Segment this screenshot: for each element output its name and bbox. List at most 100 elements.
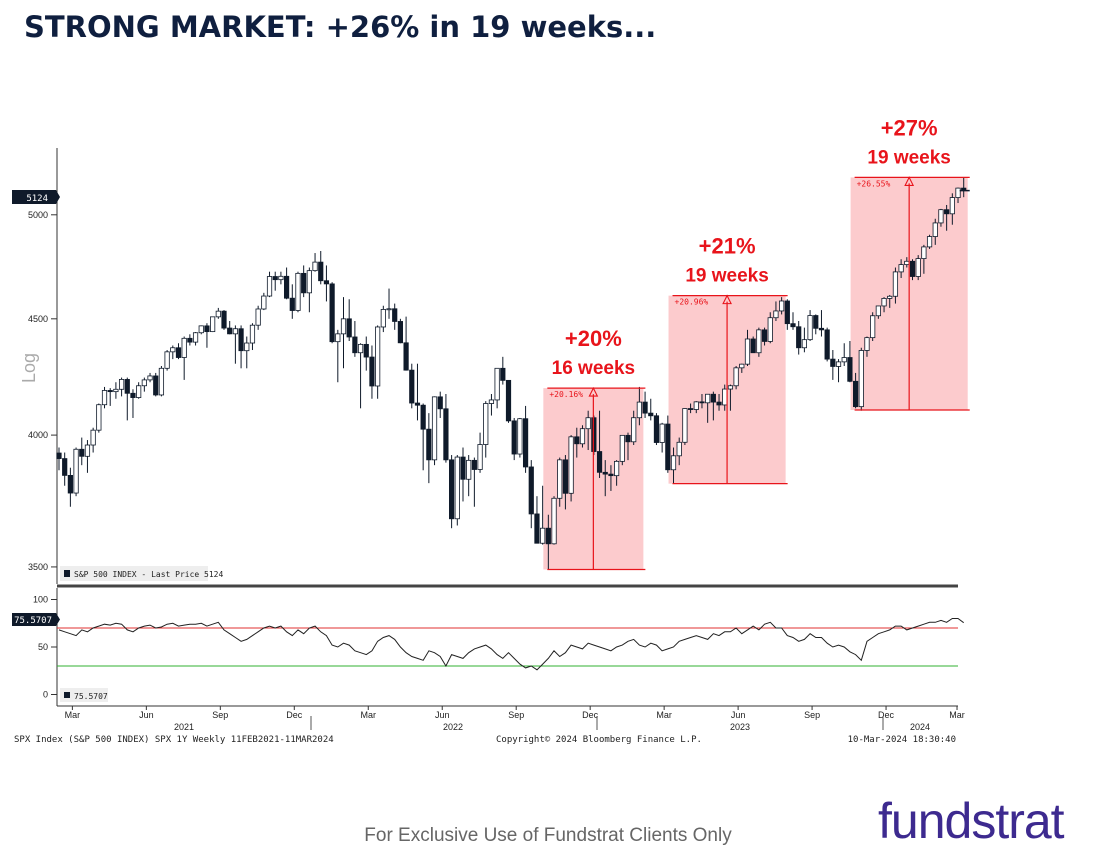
x-year-label: 2024	[910, 722, 930, 732]
candle-up	[540, 527, 546, 544]
candle-up	[705, 393, 711, 404]
candle-down	[830, 358, 836, 367]
headline: STRONG MARKET: +26% in 19 weeks...	[24, 10, 657, 44]
candle-up	[744, 338, 751, 365]
candle-up	[454, 456, 460, 520]
gain-weeks-label: 19 weeks	[685, 266, 768, 287]
candle-down	[602, 471, 608, 475]
gain-arrow-head	[722, 294, 732, 305]
candle-up	[921, 246, 927, 260]
candle-down	[853, 380, 859, 408]
price-y-tick-label: 5000	[28, 210, 48, 220]
candle-up	[636, 401, 642, 419]
x-month-label: Mar	[656, 710, 672, 720]
candle-up	[101, 390, 108, 406]
candle-up	[375, 326, 381, 387]
candle-down	[648, 412, 654, 417]
candle-up	[904, 260, 910, 266]
candle-down	[369, 356, 375, 387]
candle-down	[318, 261, 324, 282]
rsi-line	[58, 618, 964, 671]
x-month-label: Dec	[286, 710, 303, 720]
price-y-tick-label: 3500	[28, 562, 48, 572]
rsi-y-tick-label: 50	[38, 642, 48, 652]
x-month-label: Jun	[139, 710, 154, 720]
candle-up	[938, 209, 944, 224]
svg-text:75.5707: 75.5707	[14, 616, 52, 626]
candle-up	[864, 337, 870, 351]
candle-down	[79, 448, 85, 457]
price-y-ticks: 3500 4000 4500 5000	[28, 210, 57, 572]
candle-up	[164, 351, 170, 369]
candle-up	[255, 308, 261, 326]
candle-down	[784, 300, 790, 325]
candle-up	[585, 417, 591, 430]
candle-up	[568, 436, 574, 494]
candle-down	[824, 329, 830, 360]
rsi-legend-swatch	[64, 692, 70, 698]
candle-down	[813, 315, 819, 329]
candle-up	[181, 337, 187, 358]
candle-up	[693, 401, 699, 410]
gain-pct-label: +20%	[565, 326, 622, 351]
x-month-label: Mar	[65, 710, 81, 720]
x-year-label: 2021	[174, 722, 194, 732]
candle-up	[767, 317, 773, 342]
svg-text:5124: 5124	[26, 194, 48, 204]
candle-up	[670, 455, 677, 471]
candle-down	[420, 404, 426, 430]
candle-up	[551, 497, 557, 545]
candle-up	[306, 270, 312, 294]
candle-up	[801, 339, 807, 349]
x-year-label: 2022	[443, 722, 463, 732]
candle-up	[249, 324, 256, 344]
candle-up	[386, 308, 392, 311]
candle-down	[323, 280, 330, 285]
candle-up	[357, 343, 364, 354]
x-axis-labels: Mar Jun Sep Dec Mar Jun Sep Dec Mar Jun Sep Dec Mar 2…	[65, 706, 965, 732]
gain-inner-label: +20.96%	[675, 298, 709, 307]
candle-down	[392, 308, 398, 322]
rsi-y-tick-label: 100	[33, 595, 48, 605]
candle-up	[676, 441, 682, 457]
candle-down	[665, 423, 671, 471]
candle-up	[631, 417, 637, 443]
rsi-last-tag: 75.5707	[12, 613, 60, 626]
candle-up	[881, 298, 887, 307]
rsi-legend-text: 75.5707	[74, 692, 108, 701]
candle-down	[642, 401, 648, 414]
candle-down	[67, 475, 73, 494]
candle-up	[887, 295, 893, 299]
candle-up	[215, 310, 221, 318]
candle-up	[113, 388, 119, 393]
candle-up	[858, 350, 864, 408]
candle-down	[534, 513, 540, 544]
candle-up	[557, 459, 563, 499]
candle-up	[739, 363, 745, 369]
candle-down	[56, 452, 62, 459]
candle-up	[932, 222, 938, 237]
rsi-legend: 75.5707	[60, 688, 108, 702]
x-month-label: Dec	[878, 710, 895, 720]
candle-down	[716, 401, 722, 406]
footer-source: SPX Index (S&P 500 INDEX) SPX 1Y Weekly …	[14, 735, 334, 745]
candle-down	[227, 327, 233, 335]
candle-up	[340, 318, 347, 335]
candle-up	[141, 379, 147, 387]
candle-up	[261, 295, 267, 310]
candle-down	[153, 375, 159, 396]
candle-down	[653, 415, 660, 443]
annotation-layer: +20.16% +20% 16 weeks +20.96% +21% 19 weeks +2…	[547, 115, 970, 571]
candle-down	[761, 329, 768, 342]
candle-up	[898, 264, 904, 273]
candle-up	[266, 276, 273, 297]
candle-up	[466, 459, 472, 480]
candle-down	[403, 342, 409, 371]
candle-down	[187, 337, 193, 343]
candle-down	[625, 434, 631, 443]
candle-up	[244, 342, 250, 352]
candle-up	[84, 444, 91, 457]
candle-down	[522, 418, 529, 468]
fundstrat-logo: fundstrat	[878, 793, 1065, 849]
price-legend-text: S&P 500 INDEX - Last Price 5124	[74, 570, 223, 579]
